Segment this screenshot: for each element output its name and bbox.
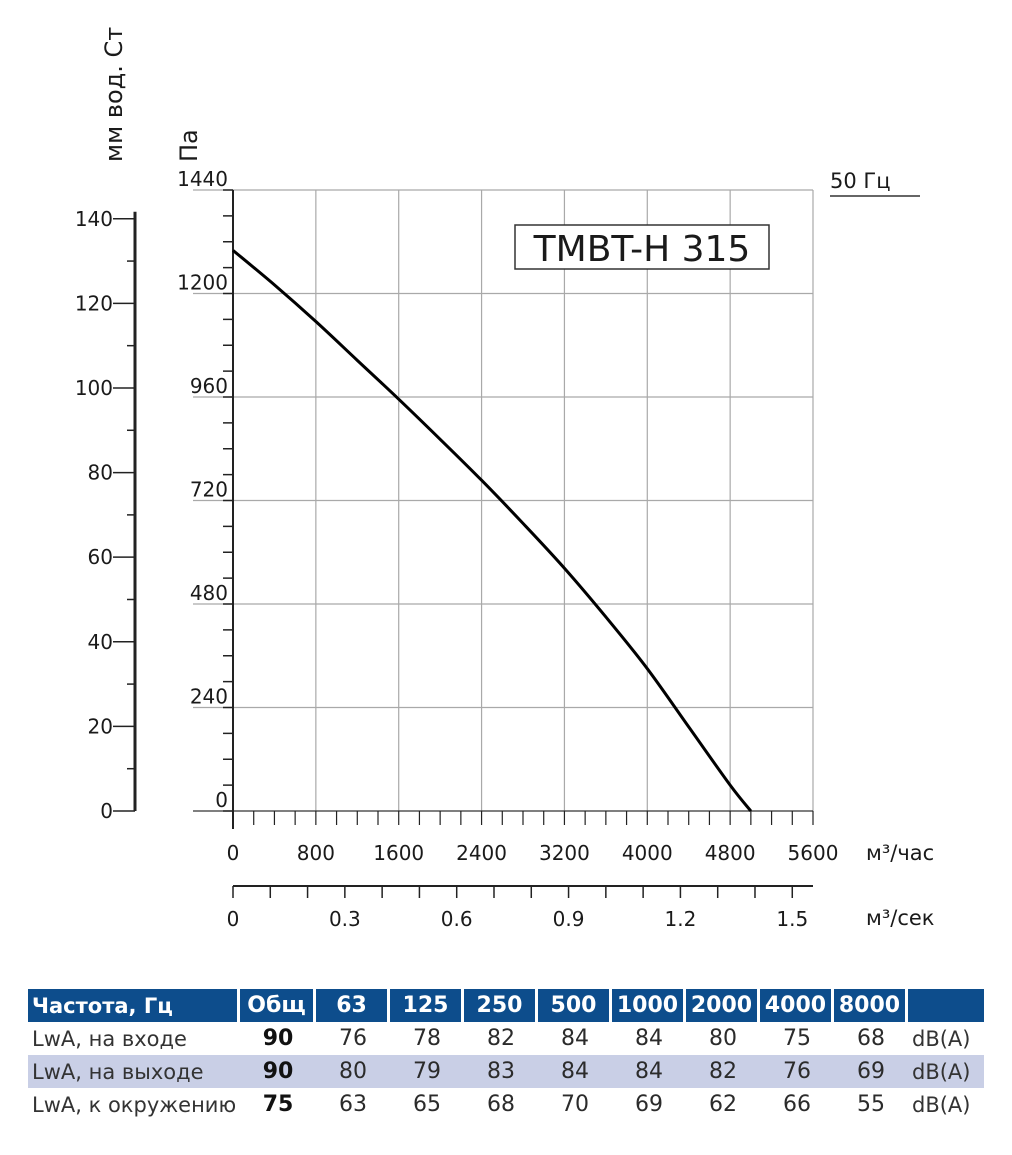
x-tick-label-m3s: 1.2 — [665, 907, 697, 931]
table-cell: 84 — [561, 1026, 589, 1051]
x-tick-label-m3h: 0 — [227, 841, 240, 865]
model-label: TMBT-H 315 — [533, 229, 751, 270]
table-row: LwA, на выходе 90 80 79 83 84 84 82 76 6… — [28, 1055, 984, 1088]
x-tick-label-m3h: 800 — [297, 841, 335, 865]
y-tick-label-mm: 100 — [75, 376, 113, 400]
table-cell: 76 — [339, 1026, 367, 1051]
chart-grid — [193, 189, 814, 812]
y-tick-label-pa: 1200 — [177, 271, 228, 295]
header-cell: Частота, Гц — [28, 989, 240, 1022]
chart-tick-labels: 0 800 1600 2400 3200 4000 4800 5600024048072096… — [75, 167, 839, 931]
header-cell: 500 — [538, 989, 612, 1022]
y-axis-title-left: мм вод. Ст — [100, 27, 128, 162]
table-row: LwA, на входе 90 76 78 82 84 84 80 75 68… — [28, 1022, 984, 1055]
table-cell: 78 — [413, 1026, 441, 1051]
y-axis-title-right: Па — [175, 129, 203, 162]
row-total: 75 — [262, 1092, 294, 1117]
y-tick-label-pa: 960 — [190, 374, 228, 398]
table-cell: 70 — [561, 1092, 589, 1117]
row-total: 90 — [240, 1055, 316, 1088]
table-cell: 84 — [635, 1026, 663, 1051]
x-tick-label-m3h: 3200 — [539, 841, 590, 865]
y-tick-label-mm: 80 — [88, 461, 113, 485]
header-cell: 63 — [316, 989, 390, 1022]
y-tick-label-pa: 0 — [215, 788, 228, 812]
table-cell: 69 — [834, 1055, 908, 1088]
row-total: 90 — [262, 1026, 294, 1051]
pressure-flow-curve — [232, 249, 753, 812]
table-cell: 55 — [857, 1092, 885, 1117]
frequency-label: 50 Гц — [830, 169, 891, 193]
y-tick-label-pa: 480 — [190, 581, 228, 605]
table-cell: 80 — [709, 1026, 737, 1051]
y-tick-label-pa: 720 — [190, 478, 228, 502]
x-tick-label-m3h: 5600 — [788, 841, 839, 865]
y-tick-label-mm: 120 — [75, 291, 113, 315]
x-tick-label-m3s: 0.9 — [553, 907, 585, 931]
chart-ticks — [113, 189, 814, 898]
y-tick-label-mm: 140 — [75, 207, 113, 231]
table-cell: 82 — [686, 1055, 760, 1088]
table-cell: 84 — [612, 1055, 686, 1088]
row-label: LwA, к окружению — [32, 1092, 237, 1117]
x-axis-title-m3s: м³/сек — [866, 906, 935, 930]
x-axis-title-m3h: м³/час — [866, 841, 934, 865]
table-cell: 68 — [487, 1092, 515, 1117]
table-cell: 79 — [390, 1055, 464, 1088]
table-cell: 66 — [783, 1092, 811, 1117]
fan-performance-chart: 0 800 1600 2400 3200 4000 4800 5600024048072096… — [75, 27, 935, 931]
x-tick-label-m3s: 0 — [227, 907, 240, 931]
header-cell: 8000 — [834, 989, 908, 1022]
x-tick-label-m3s: 0.6 — [441, 907, 473, 931]
x-tick-label-m3h: 4800 — [705, 841, 756, 865]
x-tick-label-m3h: 1600 — [373, 841, 424, 865]
noise-table: Частота, Гц Общ 63 125 250 500 1000 2000… — [28, 989, 984, 1121]
table-cell: 68 — [857, 1026, 885, 1051]
header-cell: 250 — [464, 989, 538, 1022]
header-cell: 4000 — [760, 989, 834, 1022]
y-tick-label-mm: 40 — [88, 630, 113, 654]
table-cell: 84 — [538, 1055, 612, 1088]
header-cell: Общ — [240, 989, 316, 1022]
table-cell: 75 — [783, 1026, 811, 1051]
x-tick-label-m3s: 0.3 — [329, 907, 361, 931]
table-cell: 62 — [709, 1092, 737, 1117]
table-cell: 83 — [464, 1055, 538, 1088]
row-unit: dB(A) — [908, 1055, 984, 1088]
x-tick-label-m3h: 4000 — [622, 841, 673, 865]
y-tick-label-mm: 60 — [88, 545, 113, 569]
table-row: LwA, к окружению 75 63 65 68 70 69 62 66… — [28, 1088, 984, 1121]
model-label-box — [514, 224, 770, 270]
row-label: LwA, на выходе — [28, 1055, 240, 1088]
header-cell: 1000 — [612, 989, 686, 1022]
header-cell: 2000 — [686, 989, 760, 1022]
table-cell: 80 — [316, 1055, 390, 1088]
row-unit: dB(A) — [912, 1092, 971, 1117]
row-label: LwA, на входе — [32, 1026, 187, 1051]
table-cell: 63 — [339, 1092, 367, 1117]
chart-axes — [133, 190, 813, 887]
x-tick-label-m3s: 1.5 — [776, 907, 808, 931]
table-cell: 82 — [487, 1026, 515, 1051]
y-tick-label-pa: 240 — [190, 685, 228, 709]
row-unit: dB(A) — [912, 1026, 971, 1051]
y-tick-label-pa: 1440 — [177, 167, 228, 191]
y-tick-label-mm: 0 — [100, 799, 113, 823]
table-cell: 65 — [413, 1092, 441, 1117]
noise-table-header: Частота, Гц Общ 63 125 250 500 1000 2000… — [28, 989, 984, 1022]
y-tick-label-mm: 20 — [88, 714, 113, 738]
table-cell: 76 — [760, 1055, 834, 1088]
header-cell: 125 — [390, 989, 464, 1022]
table-cell: 69 — [635, 1092, 663, 1117]
header-cell — [908, 989, 984, 1022]
x-tick-label-m3h: 2400 — [456, 841, 507, 865]
